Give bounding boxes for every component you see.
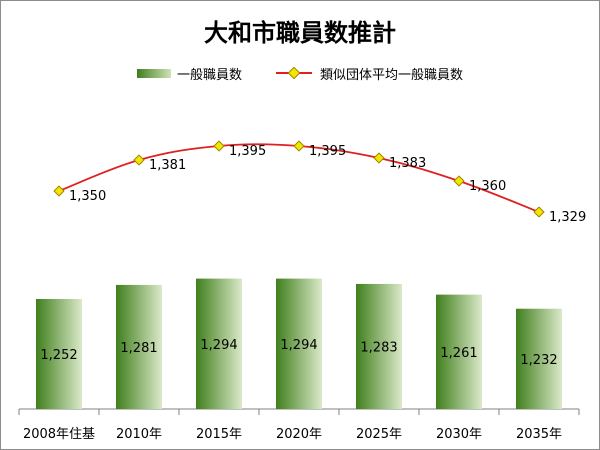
bar-value-label: 1,294 bbox=[200, 338, 237, 353]
category-label: 2010年 bbox=[116, 427, 162, 442]
line-value-label: 1,360 bbox=[469, 179, 506, 194]
category-labels: 2008年住基 2010年 2015年 2020年 2025年 2030年 2035年 bbox=[23, 427, 562, 442]
line-marker bbox=[213, 140, 225, 152]
line-marker bbox=[373, 152, 385, 164]
legend-item-bars: 一般職員数 bbox=[136, 64, 242, 83]
category-label: 2020年 bbox=[276, 427, 322, 442]
line-markers bbox=[53, 140, 545, 218]
x-ticks bbox=[18, 409, 580, 415]
legend-item-line: 類似団体平均一般職員数 bbox=[274, 64, 463, 83]
category-label: 2008年住基 bbox=[23, 427, 95, 442]
legend-bar-label: 一般職員数 bbox=[176, 67, 242, 83]
bar-value-label: 1,294 bbox=[280, 338, 317, 353]
line-series-path bbox=[58, 143, 540, 213]
bar-value-label: 1,252 bbox=[40, 348, 77, 363]
category-label: 2030年 bbox=[436, 427, 482, 442]
line-value-labels: 1,350 1,381 1,395 1,395 1,383 1,360 1,329 bbox=[69, 144, 586, 225]
bar bbox=[516, 308, 562, 409]
bar bbox=[356, 283, 402, 409]
bar bbox=[36, 299, 82, 409]
line-value-label: 1,350 bbox=[69, 189, 106, 204]
legend-line-swatch bbox=[276, 67, 312, 79]
line-marker bbox=[133, 154, 145, 166]
bar bbox=[116, 284, 162, 409]
bar-value-label: 1,261 bbox=[440, 346, 477, 361]
line-marker bbox=[53, 185, 65, 197]
line-value-label: 1,329 bbox=[549, 210, 586, 225]
legend: 一般職員数 類似団体平均一般職員数 bbox=[1, 61, 599, 85]
legend-line-label: 類似団体平均一般職員数 bbox=[320, 67, 464, 83]
line-marker bbox=[293, 140, 305, 152]
chart-title: 大和市職員数推計 bbox=[204, 19, 396, 47]
bar-series bbox=[36, 278, 562, 409]
category-label: 2025年 bbox=[356, 427, 402, 442]
category-label: 2015年 bbox=[196, 427, 242, 442]
line-marker bbox=[453, 175, 465, 187]
line-value-label: 1,383 bbox=[389, 156, 426, 171]
line-value-label: 1,381 bbox=[149, 158, 186, 173]
bar-value-label: 1,283 bbox=[360, 340, 397, 355]
legend-bar-swatch bbox=[136, 68, 171, 78]
bar bbox=[276, 278, 322, 409]
bar bbox=[196, 278, 242, 409]
line-value-label: 1,395 bbox=[309, 144, 346, 159]
bar-value-labels: 1,252 1,281 1,294 1,294 1,283 1,261 1,232 bbox=[40, 338, 557, 368]
category-label: 2035年 bbox=[516, 427, 562, 442]
bar-value-label: 1,281 bbox=[120, 341, 157, 356]
bar-value-label: 1,232 bbox=[520, 353, 557, 368]
line-marker bbox=[533, 206, 545, 218]
bar bbox=[436, 294, 482, 409]
line-value-label: 1,395 bbox=[229, 144, 266, 159]
